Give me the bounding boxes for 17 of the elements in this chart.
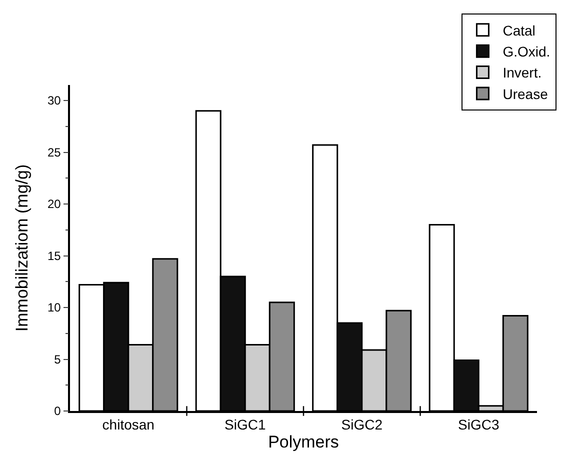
legend-label: Urease (502, 86, 548, 102)
x-tick-label: SiGC2 (341, 416, 383, 433)
x-axis-title: Polymers (268, 432, 339, 452)
y-tick-label: 30 (47, 94, 62, 108)
x-tick-label: SiGC3 (458, 416, 500, 433)
y-tick-label: 25 (47, 145, 62, 160)
legend-label: G.Oxid. (502, 44, 550, 60)
y-tick-label: 20 (47, 197, 62, 212)
legend-label: Catal (502, 22, 536, 38)
y-axis-title: Immobilizatiom (mg/g) (12, 164, 32, 332)
y-tick-label: 15 (47, 248, 62, 263)
y-tick-label: 0 (54, 404, 62, 418)
x-tick-label: chitosan (102, 416, 154, 433)
y-tick-label: 5 (54, 352, 62, 366)
legend-label: Invert. (502, 64, 542, 81)
x-tick-label: SiGC1 (224, 416, 266, 433)
y-tick-label: 10 (47, 300, 62, 315)
